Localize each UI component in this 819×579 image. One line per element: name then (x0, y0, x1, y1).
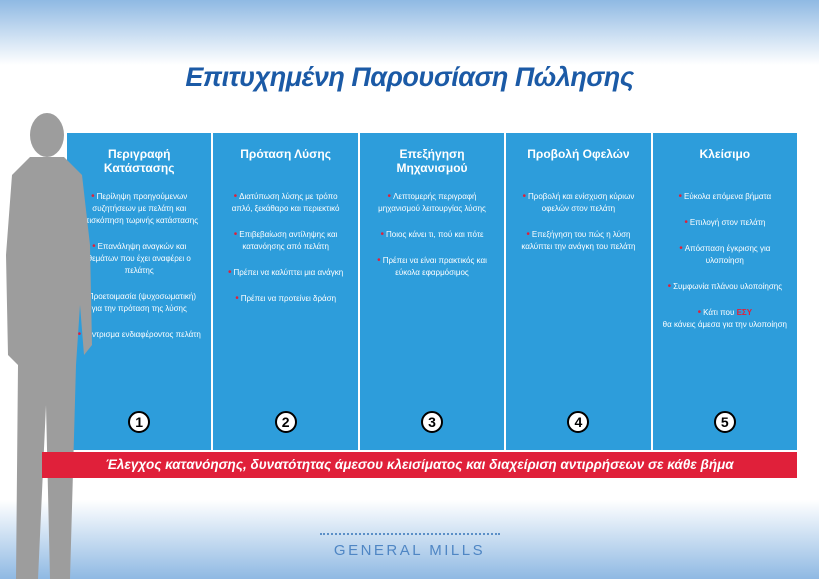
item-text: θα κάνεις άμεσα για την υλοποίηση (662, 320, 787, 329)
bullet: • (227, 267, 232, 278)
bullet-item: • Προβολή και ενίσχυση κύριων οφελών στον… (516, 191, 640, 215)
item-text: Προετοιμασία (ψυχοσωματική) για την πρότ… (87, 292, 196, 313)
item-text: Περίληψη προηγούμενων συζητήσεων με πελά… (80, 192, 199, 225)
bullet: • (526, 229, 530, 240)
bullet: • (697, 307, 702, 318)
item-text: Επεξήγηση του πώς η λύση καλύπτει την αν… (521, 230, 636, 251)
bullet: • (380, 229, 384, 240)
step-number: 2 (274, 411, 297, 433)
person-silhouette (6, 113, 92, 579)
bullet-item: • Επιβεβαίωση αντίληψης και κατανόησης απ… (223, 229, 347, 253)
bullet-item: • Εύκολα επόμενα βήματα (663, 191, 787, 203)
item-text: Πρέπει να καλύπτει μια ανάγκη (233, 268, 344, 277)
column: Προβολή Οφελών • Προβολή και ενίσχυση κύρι… (506, 133, 651, 450)
item-text: Λεπτομερής περιγραφή μηχανισμού λειτουργ… (378, 192, 486, 213)
bullet-item: • Απόσπαση έγκρισης για υλοποίηση (663, 243, 787, 267)
item-text: Κάτι που (703, 308, 735, 317)
item-text: Επιβεβαίωση αντίληψης και κατανόησης από… (239, 230, 338, 251)
footer-logo: GENERAL MILLS (333, 542, 486, 559)
column-heading: Προβολή Οφελών (527, 147, 630, 161)
bullet: • (91, 191, 95, 202)
step-number: 1 (128, 411, 151, 433)
item-text: Απόσπαση έγκρισης για υλοποίηση (684, 244, 771, 265)
column-heading: Επεξήγηση Μηχανισμού (396, 147, 468, 175)
item-text: Διατύπωση λύσης με τρόπο απλό, ξεκάθαρο … (231, 192, 340, 213)
column-heading: Κλείσιμο (699, 147, 751, 161)
item-text: Ποιος κάνει τι, πού και πότε (385, 230, 484, 239)
item-text: Προβολή και ενίσχυση κύριων οφελών στον … (528, 192, 635, 213)
column: Πρόταση Λύσης • Διατύπωση λύσης με τρόπο α… (213, 133, 358, 450)
bullet: • (387, 191, 392, 202)
bullet-item: • Διατύπωση λύσης με τρόπο απλό, ξεκάθαρο… (223, 191, 347, 215)
step-number: 4 (567, 411, 590, 433)
item-text: Πρέπει να είναι πρακτικός και εύκολα εφα… (382, 256, 487, 277)
item-text: Εύκολα επόμενα βήματα (684, 192, 772, 201)
bullet: • (235, 293, 239, 304)
dotted-line (320, 533, 500, 535)
bullet-item: • Περίληψη προηγούμενων συζητήσεων με πελ… (77, 191, 201, 227)
item-text: Συμφωνία πλάνου υλοποίησης (673, 282, 783, 291)
columns: Περιγραφή Κατάστασης • Περίληψη προηγούμεν… (67, 133, 798, 450)
bullet: • (667, 281, 672, 292)
bullet: • (522, 191, 527, 202)
bullet-item: •Προετοιμασία (ψυχοσωματική) για την πρό… (77, 291, 201, 315)
bullet-item: • Επιλογή στον πελάτη (663, 217, 787, 229)
bullet-item: • Πρέπει να προτείνει δράση (223, 293, 347, 305)
column-heading: Περιγραφή Κατάστασης (103, 147, 175, 175)
bullet-item: • Επεξήγηση του πώς η λύση καλύπτει την α… (516, 229, 640, 253)
item-text: Επανάληψη αναγκών και θεμάτων που έχει α… (87, 242, 191, 275)
bullet-item: • Κέντρισμα ενδιαφέροντος πελάτη (77, 329, 201, 341)
bullet: • (92, 241, 96, 252)
bullet-item: • Κάτι που ΕΣΥ θα κάνεις άμεσα για την υλο… (663, 307, 787, 331)
bullet: • (233, 229, 238, 240)
bullet-item: • Συμφωνία πλάνου υλοποίησης (663, 281, 787, 293)
bullet-item: • Λεπτομερής περιγραφή μηχανισμού λειτουρ… (370, 191, 494, 215)
bullet: • (233, 191, 238, 202)
bullet: • (684, 217, 688, 228)
bullet: • (77, 329, 82, 340)
banner: Έλεγχος κατανόησης, δυνατότητας άμεσου κ… (42, 452, 797, 478)
item-highlight: ΕΣΥ (736, 308, 753, 317)
column-heading: Πρόταση Λύσης (240, 147, 331, 161)
column: Επεξήγηση Μηχανισμού • Λεπτομερής περιγραφ… (359, 133, 505, 450)
bullet-item: • Πρέπει να καλύπτει μια ανάγκη (223, 267, 347, 279)
step-number: 5 (713, 411, 736, 433)
column: Περιγραφή Κατάστασης • Περίληψη προηγούμεν… (67, 133, 212, 450)
bullet: • (678, 191, 682, 202)
bullet: • (377, 255, 381, 266)
bullet: • (679, 243, 683, 254)
item-text: Πρέπει να προτείνει δράση (240, 294, 337, 303)
title: Επιτυχημένη Παρουσίαση Πώλησης (185, 62, 634, 92)
bullet-item: • Πρέπει να είναι πρακτικός και εύκολα εφ… (370, 255, 494, 279)
bullet-item: • Ποιος κάνει τι, πού και πότε (370, 229, 494, 241)
column: Κλείσιμο • Εύκολα επόμενα βήματα • Επιλογή σ… (652, 133, 798, 450)
bullet-item: • Επανάληψη αναγκών και θεμάτων που έχει … (77, 241, 201, 277)
step-number: 3 (421, 411, 444, 433)
item-text: Κέντρισμα ενδιαφέροντος πελάτη (83, 330, 201, 339)
item-text: Επιλογή στον πελάτη (689, 218, 766, 227)
